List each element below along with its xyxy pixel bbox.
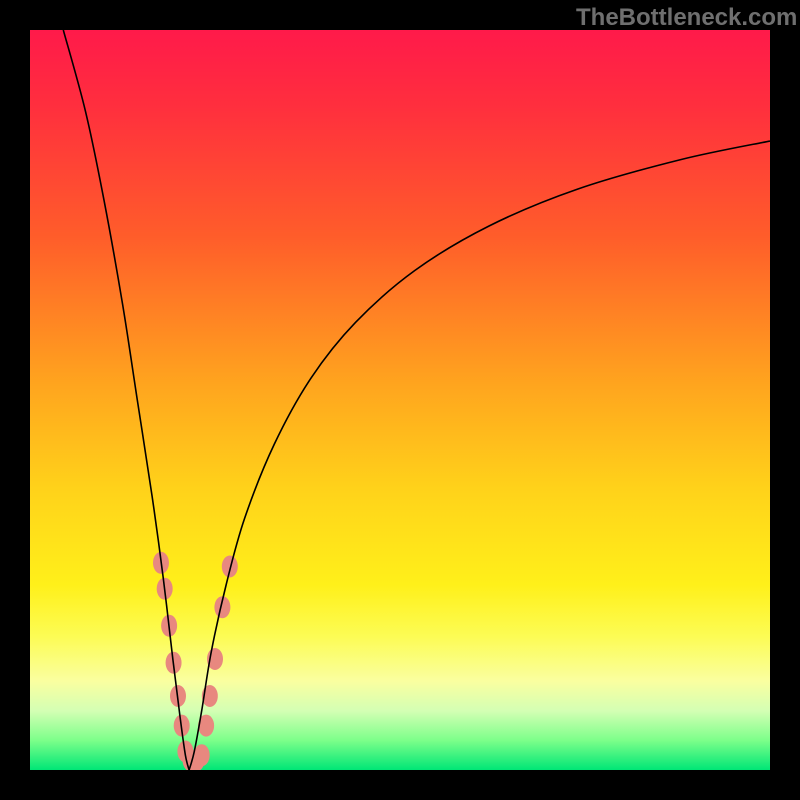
curve-marker — [222, 556, 238, 578]
chart-frame: TheBottleneck.com — [0, 0, 800, 800]
plot-area — [30, 30, 770, 770]
gradient-background — [30, 30, 770, 770]
chart-svg — [30, 30, 770, 770]
curve-marker — [194, 744, 210, 766]
watermark: TheBottleneck.com — [576, 4, 797, 32]
